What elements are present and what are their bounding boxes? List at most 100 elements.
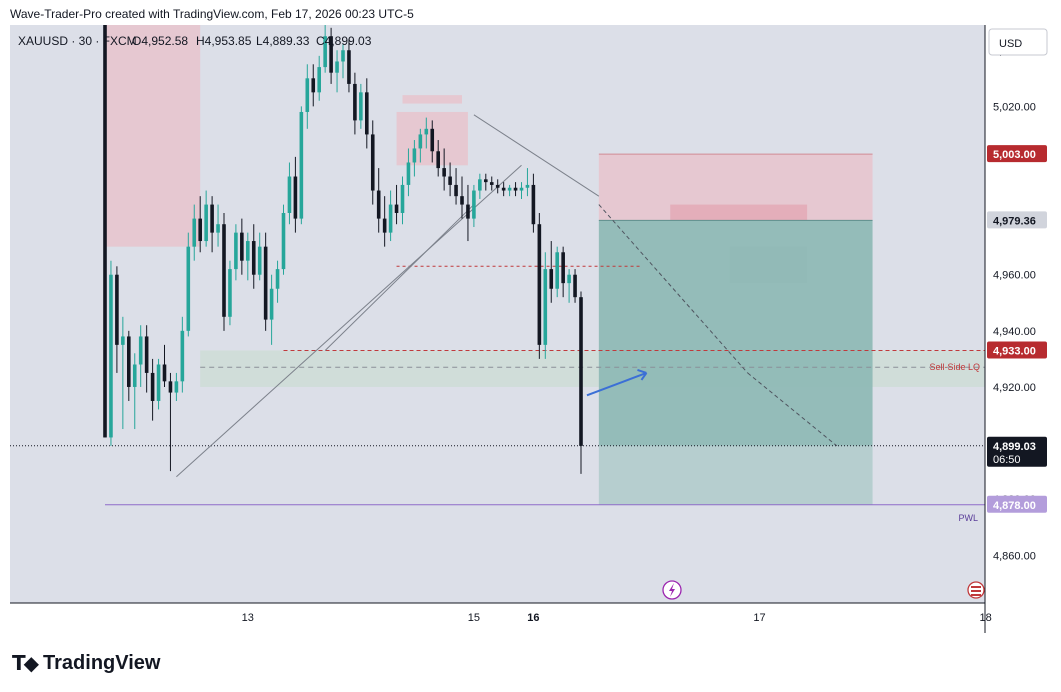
legend-low: L4,889.33 <box>256 34 310 48</box>
candle-body-6 <box>138 336 143 365</box>
price-label-box-4 <box>987 495 1047 513</box>
candle-body-71 <box>525 184 530 188</box>
zone-supply-1 <box>402 95 462 104</box>
candle-body-53 <box>418 134 423 149</box>
x-tick-label: 16 <box>527 612 539 624</box>
y-tick-label: 4,920.00 <box>993 382 1036 394</box>
candle-body-65 <box>489 182 494 185</box>
candle-body-28 <box>269 288 274 320</box>
candle-body-9 <box>156 364 161 401</box>
trend-line-1 <box>324 204 475 351</box>
price-label-4: 4,878.00 <box>993 500 1036 512</box>
candle-body-58 <box>448 176 452 185</box>
candle-body-21 <box>228 269 232 317</box>
candle-body-49 <box>394 204 399 213</box>
candle-body-41 <box>347 50 351 84</box>
price-label-box-0 <box>987 145 1047 163</box>
candle-body-14 <box>186 246 191 331</box>
candle-body-72 <box>531 184 536 225</box>
candle-body-16 <box>198 218 202 242</box>
candle-body-24 <box>246 241 250 261</box>
candle-body-38 <box>329 36 333 73</box>
candle-body-46 <box>376 190 381 219</box>
x-tick-label: 15 <box>468 612 480 624</box>
pwl-label: PWL <box>958 513 978 523</box>
candle-body-34 <box>305 78 310 112</box>
candlestick-chart[interactable]: 5,040.005,020.004,960.004,940.004,920.00… <box>10 25 1051 633</box>
candle-body-5 <box>132 364 137 387</box>
currency-button[interactable]: USD <box>988 28 1048 56</box>
candle-body-3 <box>121 336 125 345</box>
candle-body-64 <box>484 179 488 183</box>
candle-body-2 <box>115 274 119 345</box>
candle-body-51 <box>406 162 411 185</box>
currency-button-label: USD <box>999 38 1022 50</box>
price-label-0: 5,003.00 <box>993 149 1036 161</box>
x-tick-label: 13 <box>242 612 254 624</box>
candle-body-10 <box>162 364 167 382</box>
candle-body-68 <box>507 187 512 191</box>
candle-body-33 <box>299 111 304 219</box>
price-label-3: 4,899.03 <box>993 441 1036 453</box>
candle-body-25 <box>251 241 256 275</box>
candle-body-47 <box>382 218 387 233</box>
tradingview-logo[interactable]: T◆ TradingView <box>12 651 160 675</box>
blue-arrow-shaft <box>586 371 647 397</box>
y-tick-label: 4,940.00 <box>993 326 1036 338</box>
candle-body-11 <box>168 381 173 393</box>
tradingview-logo-icon: T◆ <box>12 651 39 675</box>
candle-body-60 <box>460 196 464 205</box>
candle-body-54 <box>424 128 429 135</box>
candle-body-17 <box>204 204 208 242</box>
zone-supply-0 <box>105 25 201 247</box>
price-label-box-2 <box>987 341 1047 359</box>
candle-body-35 <box>311 78 316 93</box>
candle-body-67 <box>501 187 506 191</box>
candle-body-4 <box>127 336 131 387</box>
candle-body-50 <box>400 184 405 213</box>
candle-body-55 <box>430 128 435 152</box>
time-axis[interactable]: 13 15 16 17 18 <box>242 612 992 624</box>
lines-layer <box>10 114 985 506</box>
candle-body-75 <box>549 269 554 289</box>
zone-supply_inner-4 <box>670 204 808 221</box>
y-tick-label: 4,860.00 <box>993 550 1036 562</box>
candle-body-73 <box>537 224 542 345</box>
price-label-countdown: 06:50 <box>993 454 1021 466</box>
legend-symbol: XAUUSD · 30 · FXCM <box>18 34 137 48</box>
candle-body-1 <box>109 274 113 438</box>
candle-body-22 <box>234 232 238 270</box>
sell-side-lq-label: Sell-Side LQ <box>929 362 980 372</box>
lightning-icon[interactable] <box>662 580 682 600</box>
candle-body-23 <box>240 232 244 261</box>
candle-body-79 <box>573 274 577 298</box>
candle-body-57 <box>442 168 446 177</box>
candle-body-26 <box>257 246 262 275</box>
candle-body-18 <box>210 204 214 233</box>
trend-line-4 <box>747 372 838 447</box>
candle-body-61 <box>466 204 470 219</box>
candle-body-43 <box>359 92 363 121</box>
candle-body-40 <box>341 50 345 62</box>
candle-body-76 <box>555 252 559 289</box>
candle-body-13 <box>180 330 185 382</box>
y-tick-label: 5,020.00 <box>993 101 1036 113</box>
price-label-box-3 <box>987 436 1047 467</box>
candle-body-48 <box>388 204 393 233</box>
candle-body-56 <box>436 151 440 169</box>
candle-body-31 <box>287 176 292 213</box>
zone-target-7 <box>598 220 873 446</box>
candle-body-30 <box>281 212 286 270</box>
candle-body-45 <box>370 134 375 191</box>
candle-body-32 <box>293 176 298 219</box>
price-label-2: 4,933.00 <box>993 345 1036 357</box>
candle-body-59 <box>454 184 458 197</box>
flag-icon[interactable] <box>967 581 985 599</box>
blue-arrow-head <box>637 368 648 381</box>
zone-target_light-8 <box>598 445 873 505</box>
candle-body-8 <box>150 372 155 401</box>
chart-area[interactable]: 5,040.005,020.004,960.004,940.004,920.00… <box>10 25 1051 633</box>
candle-body-39 <box>335 61 339 73</box>
candle-body-7 <box>144 336 149 373</box>
